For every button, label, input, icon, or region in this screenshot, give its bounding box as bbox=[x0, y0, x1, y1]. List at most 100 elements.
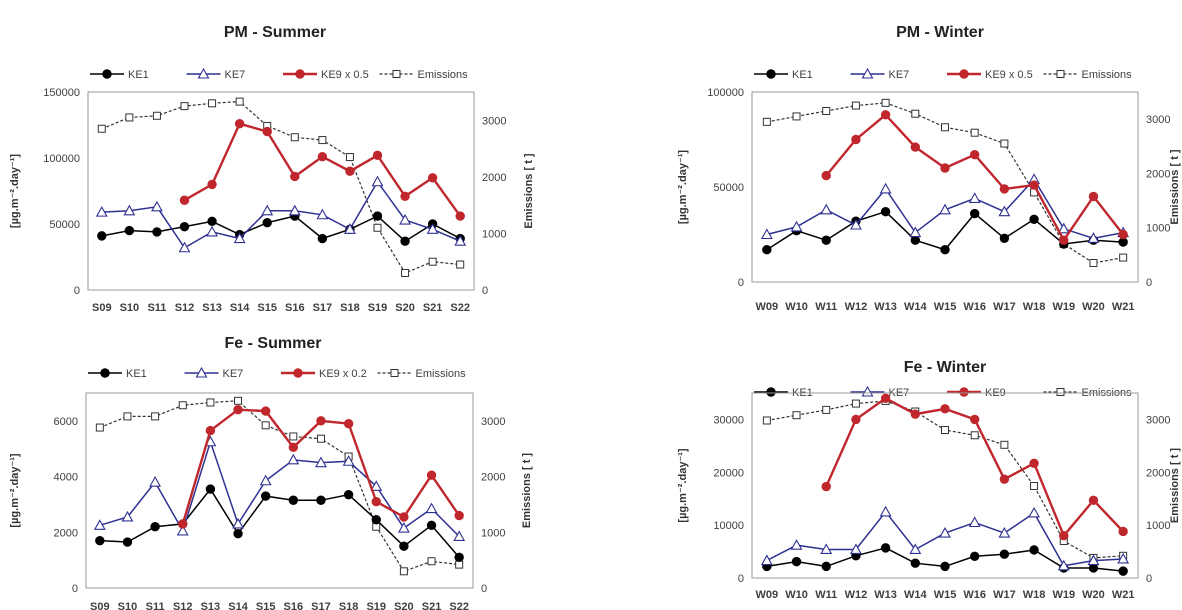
data-point bbox=[940, 404, 950, 414]
data-point bbox=[317, 151, 328, 162]
data-point bbox=[849, 218, 862, 230]
x-tick-label: S15 bbox=[256, 601, 276, 610]
data-point bbox=[180, 102, 189, 111]
data-point bbox=[427, 557, 436, 566]
chart-title: Fe - Winter bbox=[904, 359, 987, 376]
y-tick-label: 20000 bbox=[713, 467, 744, 479]
x-tick-label: W12 bbox=[845, 589, 868, 601]
x-tick-label: W13 bbox=[874, 301, 897, 313]
y-axis-label: [µg.m⁻².day⁻¹] bbox=[9, 453, 21, 528]
legend-label: Emissions bbox=[418, 69, 469, 81]
data-point bbox=[760, 554, 773, 566]
y-tick-label: 30000 bbox=[713, 414, 744, 426]
data-point bbox=[178, 241, 191, 253]
chart-title: PM - Summer bbox=[224, 24, 326, 41]
x-tick-label: S19 bbox=[368, 302, 388, 314]
data-point bbox=[235, 97, 244, 106]
legend-label: Emissions bbox=[1082, 69, 1133, 81]
series-ke1 bbox=[95, 484, 464, 563]
series-ke7 bbox=[760, 505, 1130, 571]
chart-title: Fe - Summer bbox=[225, 335, 322, 352]
data-point bbox=[399, 541, 409, 551]
series-ke1 bbox=[97, 211, 465, 246]
data-point bbox=[122, 537, 133, 547]
y2-tick-label: 3000 bbox=[481, 416, 505, 428]
x-tick-label: W21 bbox=[1112, 589, 1135, 601]
data-point bbox=[969, 150, 980, 160]
y-tick-label: 6000 bbox=[54, 416, 78, 428]
y2-tick-label: 2000 bbox=[1146, 168, 1170, 180]
data-point bbox=[762, 245, 772, 255]
data-point bbox=[428, 257, 437, 266]
data-point bbox=[399, 512, 409, 522]
data-point bbox=[968, 516, 981, 528]
data-point bbox=[124, 225, 135, 236]
data-point bbox=[1087, 554, 1100, 566]
data-point bbox=[1029, 545, 1039, 555]
y-tick-label: 10000 bbox=[713, 520, 744, 532]
y-axis-label: [µg.m⁻².day⁻¹] bbox=[677, 448, 689, 523]
series-line bbox=[99, 400, 460, 573]
x-tick-label: W16 bbox=[963, 301, 986, 313]
y-tick-label: 0 bbox=[738, 277, 744, 289]
data-point bbox=[150, 200, 163, 212]
series-ke7 bbox=[760, 173, 1130, 243]
data-point bbox=[206, 398, 215, 407]
x-tick-label: S14 bbox=[230, 302, 250, 314]
y2-tick-label: 1000 bbox=[482, 228, 506, 240]
x-tick-label: S22 bbox=[449, 601, 469, 610]
x-tick-label: S12 bbox=[175, 302, 195, 314]
data-point bbox=[371, 496, 381, 507]
data-point bbox=[762, 117, 771, 126]
x-tick-label: W19 bbox=[1052, 301, 1075, 313]
x-tick-label: S09 bbox=[92, 302, 112, 314]
data-point bbox=[1000, 139, 1009, 148]
data-point bbox=[342, 455, 355, 466]
data-point bbox=[121, 510, 134, 522]
series-line bbox=[101, 180, 461, 249]
data-point bbox=[998, 205, 1011, 217]
data-point bbox=[1057, 222, 1070, 234]
data-point bbox=[910, 142, 921, 152]
data-point bbox=[1118, 526, 1128, 537]
data-point bbox=[454, 510, 464, 521]
series-ke7 bbox=[93, 435, 466, 542]
x-tick-label: W09 bbox=[756, 301, 779, 313]
y-tick-label: 100000 bbox=[43, 153, 80, 165]
legend-label: KE9 x 0.5 bbox=[985, 69, 1033, 81]
x-tick-label: S09 bbox=[90, 601, 110, 610]
data-point bbox=[399, 567, 408, 576]
data-point bbox=[969, 414, 980, 425]
data-point bbox=[821, 561, 831, 572]
data-point bbox=[879, 505, 892, 517]
y-tick-label: 150000 bbox=[43, 87, 80, 99]
data-point bbox=[151, 412, 160, 421]
x-tick-label: S14 bbox=[228, 601, 248, 610]
data-point bbox=[95, 535, 105, 546]
x-tick-label: W15 bbox=[934, 301, 957, 313]
data-point bbox=[940, 163, 950, 173]
x-tick-label: S21 bbox=[422, 601, 442, 610]
series-emissions bbox=[762, 98, 1128, 267]
data-point bbox=[343, 489, 354, 500]
data-point bbox=[95, 205, 108, 217]
data-point bbox=[454, 235, 467, 246]
data-point bbox=[373, 223, 382, 232]
y2-tick-label: 0 bbox=[482, 285, 488, 297]
data-point bbox=[999, 549, 1010, 559]
x-tick-label: S19 bbox=[366, 601, 386, 610]
y-tick-label: 50000 bbox=[49, 219, 80, 231]
legend-label: KE1 bbox=[128, 69, 149, 81]
data-point bbox=[453, 530, 466, 542]
data-point bbox=[999, 474, 1010, 484]
data-point bbox=[1087, 232, 1100, 243]
data-point bbox=[152, 227, 162, 237]
data-point bbox=[1029, 458, 1039, 468]
y2-tick-label: 0 bbox=[1146, 277, 1152, 289]
data-point bbox=[176, 524, 189, 536]
data-point bbox=[941, 123, 949, 132]
x-tick-label: W10 bbox=[785, 301, 808, 313]
x-tick-label: W12 bbox=[845, 301, 868, 313]
y-tick-label: 0 bbox=[74, 285, 80, 297]
data-point bbox=[315, 456, 327, 468]
